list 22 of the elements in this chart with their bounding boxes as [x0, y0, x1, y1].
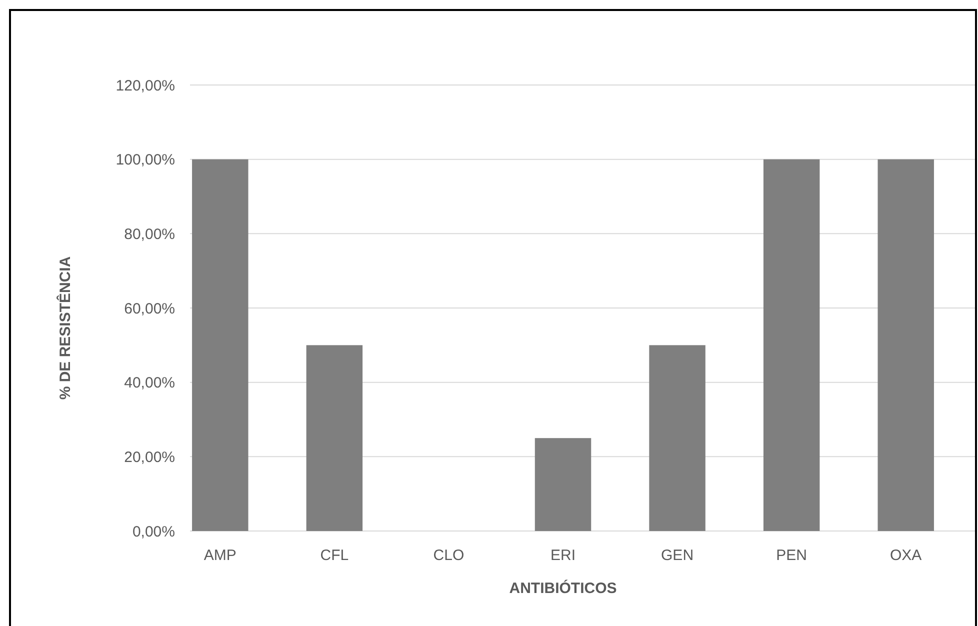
bar — [878, 159, 934, 531]
x-tick-label: CFL — [320, 547, 349, 564]
bar — [306, 345, 363, 531]
x-tick-label: AMP — [204, 547, 236, 564]
x-tick-label: OXA — [890, 547, 922, 564]
bar — [534, 438, 592, 531]
y-tick-label: 20,00% — [124, 448, 175, 466]
x-tick-label: ERI — [550, 547, 576, 564]
x-tick-label: CLO — [433, 547, 464, 564]
y-tick-label: 0,00% — [132, 523, 175, 540]
y-tick-label: 40,00% — [124, 374, 175, 392]
y-tick-label: 100,00% — [116, 152, 175, 169]
y-axis-title: % DE RESISTÊNCIA — [56, 256, 74, 400]
bar — [649, 345, 706, 531]
x-tick-label: PEN — [776, 547, 807, 564]
x-axis-title: ANTIBIÓTICOS — [509, 579, 617, 597]
y-tick-label: 120,00% — [116, 77, 175, 94]
y-tick-label: 60,00% — [124, 300, 175, 318]
bar — [763, 159, 820, 531]
y-tick-label: 80,00% — [124, 226, 175, 243]
x-tick-label: GEN — [661, 547, 694, 564]
bar — [192, 159, 248, 531]
